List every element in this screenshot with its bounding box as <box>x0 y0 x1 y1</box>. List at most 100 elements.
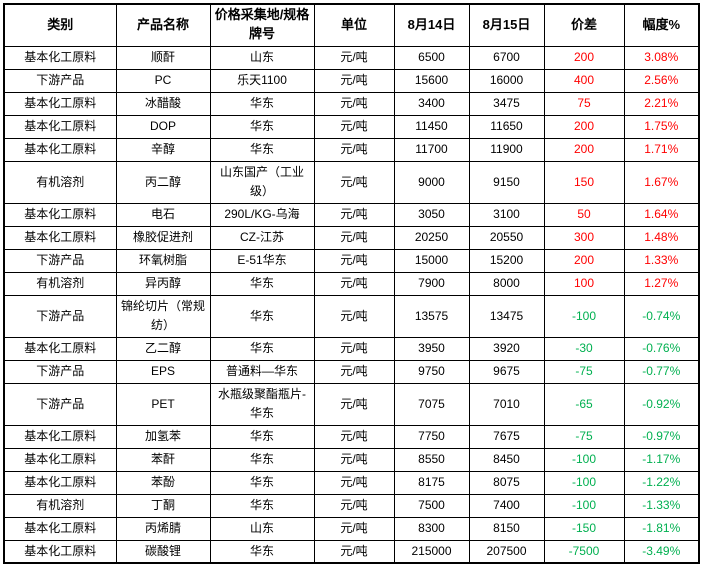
table-row: 基本化工原料 加氢苯 华东 元/吨 7750 7675 -75 -0.97% <box>3 424 700 449</box>
cell-unit: 元/吨 <box>313 336 395 361</box>
cell-unit: 元/吨 <box>313 470 395 495</box>
cell-spec: E-51华东 <box>209 248 315 273</box>
table-row: 基本化工原料 乙二醇 华东 元/吨 3950 3920 -30 -0.76% <box>3 336 700 361</box>
cell-unit: 元/吨 <box>313 68 395 93</box>
table-body: 基本化工原料 顺酐 山东 元/吨 6500 6700 200 3.08% 下游产… <box>3 45 700 564</box>
cell-price-aug15: 8000 <box>468 271 545 296</box>
cell-spec: 华东 <box>209 91 315 116</box>
col-header-unit: 单位 <box>313 3 395 47</box>
cell-change-pct: 1.64% <box>623 202 700 227</box>
cell-price-aug14: 13575 <box>393 294 470 338</box>
cell-spec: CZ-江苏 <box>209 225 315 250</box>
cell-category: 有机溶剂 <box>3 160 117 204</box>
cell-category: 基本化工原料 <box>3 424 117 449</box>
cell-price-aug15: 8075 <box>468 470 545 495</box>
cell-change-pct: -1.17% <box>623 447 700 472</box>
cell-product: 锦纶切片（常规纺） <box>115 294 211 338</box>
cell-price-aug15: 8450 <box>468 447 545 472</box>
cell-change-pct: 1.75% <box>623 114 700 139</box>
cell-price-aug14: 3050 <box>393 202 470 227</box>
cell-product: PC <box>115 68 211 93</box>
cell-product: 碳酸锂 <box>115 539 211 564</box>
cell-unit: 元/吨 <box>313 294 395 338</box>
cell-price-aug15: 7010 <box>468 382 545 426</box>
cell-unit: 元/吨 <box>313 382 395 426</box>
header-row: 类别 产品名称 价格采集地/规格牌号 单位 8月14日 8月15日 价差 幅度% <box>3 3 700 47</box>
cell-spec: 乐天1100 <box>209 68 315 93</box>
cell-product: 苯酚 <box>115 470 211 495</box>
cell-category: 基本化工原料 <box>3 336 117 361</box>
cell-price-aug14: 7900 <box>393 271 470 296</box>
cell-price-diff: -30 <box>543 336 625 361</box>
cell-category: 基本化工原料 <box>3 447 117 472</box>
cell-price-diff: -7500 <box>543 539 625 564</box>
cell-category: 基本化工原料 <box>3 114 117 139</box>
cell-price-diff: 100 <box>543 271 625 296</box>
table-row: 基本化工原料 顺酐 山东 元/吨 6500 6700 200 3.08% <box>3 45 700 70</box>
table-row: 下游产品 环氧树脂 E-51华东 元/吨 15000 15200 200 1.3… <box>3 248 700 273</box>
cell-product: 丙烯腈 <box>115 516 211 541</box>
table-row: 基本化工原料 电石 290L/KG-乌海 元/吨 3050 3100 50 1.… <box>3 202 700 227</box>
cell-price-diff: -100 <box>543 493 625 518</box>
cell-unit: 元/吨 <box>313 160 395 204</box>
col-header-spec: 价格采集地/规格牌号 <box>209 3 315 47</box>
cell-price-aug15: 15200 <box>468 248 545 273</box>
col-header-date-aug14: 8月14日 <box>393 3 470 47</box>
cell-change-pct: -0.92% <box>623 382 700 426</box>
cell-price-diff: -100 <box>543 470 625 495</box>
cell-price-diff: 200 <box>543 45 625 70</box>
cell-price-diff: 400 <box>543 68 625 93</box>
cell-price-diff: -100 <box>543 447 625 472</box>
cell-price-diff: 50 <box>543 202 625 227</box>
cell-change-pct: 1.48% <box>623 225 700 250</box>
cell-product: 丁酮 <box>115 493 211 518</box>
cell-product: DOP <box>115 114 211 139</box>
table-row: 下游产品 PET 水瓶级聚酯瓶片-华东 元/吨 7075 7010 -65 -0… <box>3 382 700 426</box>
cell-spec: 水瓶级聚酯瓶片-华东 <box>209 382 315 426</box>
cell-unit: 元/吨 <box>313 248 395 273</box>
table-row: 下游产品 锦纶切片（常规纺） 华东 元/吨 13575 13475 -100 -… <box>3 294 700 338</box>
cell-unit: 元/吨 <box>313 225 395 250</box>
cell-change-pct: -1.22% <box>623 470 700 495</box>
cell-price-aug14: 215000 <box>393 539 470 564</box>
cell-spec: 普通料—华东 <box>209 359 315 384</box>
cell-product: PET <box>115 382 211 426</box>
table-row: 基本化工原料 苯酚 华东 元/吨 8175 8075 -100 -1.22% <box>3 470 700 495</box>
cell-spec: 山东 <box>209 516 315 541</box>
cell-price-diff: 300 <box>543 225 625 250</box>
cell-price-aug15: 8150 <box>468 516 545 541</box>
cell-unit: 元/吨 <box>313 359 395 384</box>
cell-spec: 华东 <box>209 336 315 361</box>
cell-price-diff: -150 <box>543 516 625 541</box>
cell-category: 基本化工原料 <box>3 470 117 495</box>
cell-price-aug14: 11450 <box>393 114 470 139</box>
cell-category: 下游产品 <box>3 68 117 93</box>
cell-spec: 华东 <box>209 493 315 518</box>
cell-spec: 华东 <box>209 424 315 449</box>
cell-price-aug14: 11700 <box>393 137 470 162</box>
cell-spec: 华东 <box>209 447 315 472</box>
cell-change-pct: 1.71% <box>623 137 700 162</box>
cell-price-aug14: 15600 <box>393 68 470 93</box>
cell-product: 加氢苯 <box>115 424 211 449</box>
cell-price-diff: 200 <box>543 114 625 139</box>
cell-change-pct: 1.67% <box>623 160 700 204</box>
cell-change-pct: -0.74% <box>623 294 700 338</box>
cell-price-aug14: 6500 <box>393 45 470 70</box>
cell-price-diff: 150 <box>543 160 625 204</box>
cell-change-pct: -0.76% <box>623 336 700 361</box>
cell-category: 下游产品 <box>3 359 117 384</box>
cell-category: 有机溶剂 <box>3 271 117 296</box>
cell-price-aug14: 7075 <box>393 382 470 426</box>
cell-product: EPS <box>115 359 211 384</box>
cell-unit: 元/吨 <box>313 137 395 162</box>
cell-spec: 山东 <box>209 45 315 70</box>
cell-price-aug14: 9750 <box>393 359 470 384</box>
cell-price-aug15: 207500 <box>468 539 545 564</box>
cell-category: 下游产品 <box>3 294 117 338</box>
cell-price-aug15: 3100 <box>468 202 545 227</box>
cell-unit: 元/吨 <box>313 202 395 227</box>
cell-unit: 元/吨 <box>313 447 395 472</box>
cell-unit: 元/吨 <box>313 271 395 296</box>
cell-product: 辛醇 <box>115 137 211 162</box>
